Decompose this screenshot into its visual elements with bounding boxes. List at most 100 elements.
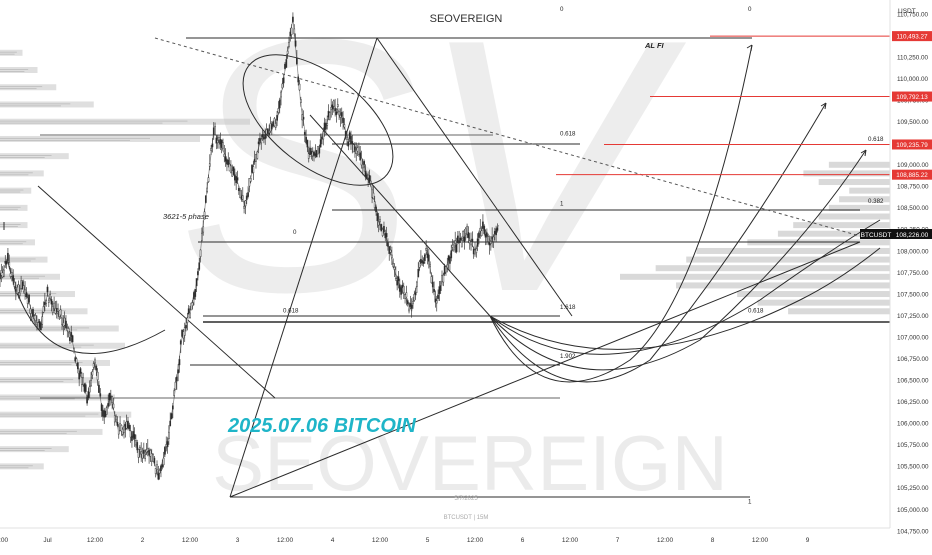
candle-body (453, 244, 455, 251)
red-price-tag (892, 91, 932, 102)
candle-body (361, 163, 364, 169)
profile-bar-left (0, 239, 35, 246)
candle-body (331, 104, 334, 110)
candle-body (129, 430, 132, 438)
candle-body (33, 315, 36, 320)
candle-body (491, 236, 494, 240)
candle-body (301, 114, 304, 121)
profile-bar-left (0, 463, 44, 470)
candle-body (286, 50, 289, 55)
candle-body (367, 174, 369, 179)
candle-body (17, 284, 20, 293)
candle-body (82, 377, 84, 385)
candle-body (339, 115, 342, 118)
x-tick-labels: 0012:00Jul12:00212:00312:00412:00512:006… (0, 537, 810, 544)
candle-body (203, 211, 206, 220)
phase-label: 3621-5 phase (163, 212, 209, 221)
fib-label: 1.902 (560, 353, 576, 360)
candle-body (141, 452, 144, 459)
profile-bar-left-line (0, 191, 21, 193)
candle-body (173, 390, 176, 396)
candle-body (348, 132, 351, 139)
profile-bar-left-line (0, 413, 99, 415)
candle-body (183, 327, 186, 336)
y-tick-label: 110,000.00 (897, 76, 929, 83)
candle-body (214, 126, 216, 135)
watermark-monogram: SV (178, 0, 688, 367)
candle-body (185, 324, 187, 329)
candle-body (145, 449, 148, 453)
currency-label: USDT (898, 8, 916, 15)
profile-bar-left-line (0, 226, 18, 227)
candle-body (277, 108, 280, 113)
candle-body (8, 261, 11, 267)
candle-body (34, 315, 37, 321)
candle-body (215, 137, 218, 144)
candle-body (472, 248, 475, 255)
x-tick-label: 12:00 (372, 537, 389, 544)
candle-body (409, 303, 412, 307)
candle-body (400, 287, 402, 295)
candle-body (340, 112, 343, 117)
fib-labels: 0 0.618 1 0 0.618 1.618 1.902 1 0 0.618 0.382 0.618 (283, 6, 884, 506)
profile-bar-left (0, 222, 28, 229)
candle-body (420, 258, 422, 263)
candle-body (53, 302, 55, 310)
candle-body (313, 151, 315, 156)
x-tick-label: 4 (331, 537, 335, 544)
profile-bar-left (0, 342, 125, 349)
candle-body (311, 151, 314, 157)
candle-body (186, 317, 189, 323)
candle-body (45, 300, 48, 304)
candle-body (191, 302, 194, 307)
candle-body (410, 304, 413, 309)
candle-body (251, 164, 253, 173)
candle-body (274, 123, 277, 128)
candle-body (160, 465, 162, 472)
candle-body (158, 470, 161, 474)
profile-bar-right (803, 170, 890, 177)
candle-body (332, 100, 335, 107)
candle-body (113, 415, 116, 423)
candle-body (406, 300, 409, 305)
candle-body (455, 244, 458, 253)
candle-body (416, 281, 418, 287)
profile-bar-left (0, 187, 32, 194)
candle-body (355, 149, 358, 154)
candle-body (327, 110, 330, 118)
profile-bar-left-line (0, 430, 77, 432)
candle-body (228, 163, 231, 172)
candle-body (297, 76, 300, 83)
candle-body (249, 177, 252, 182)
candle-body (22, 285, 25, 292)
candle-body (478, 232, 480, 238)
volume-profile-left (0, 49, 250, 470)
candle-body (442, 274, 445, 283)
candle-body (278, 99, 281, 109)
candle-body (128, 424, 131, 430)
candle-body (259, 137, 261, 142)
candle-body (413, 293, 416, 301)
candle-body (16, 286, 19, 294)
x-tick-label: 3 (236, 537, 240, 544)
candle-body (305, 136, 307, 144)
candle-body (220, 139, 223, 148)
candle-body (412, 301, 414, 304)
candle-body (0, 270, 3, 276)
candle-body (456, 235, 459, 244)
candle-body (59, 309, 62, 316)
candle-body (7, 252, 9, 261)
profile-bar-left (0, 325, 119, 332)
profile-bar-left-line (0, 258, 36, 260)
candle-body (187, 308, 190, 315)
profile-bar-right (737, 291, 890, 298)
candle-body (20, 280, 22, 289)
candle-body (168, 431, 170, 439)
candle-body (14, 288, 17, 292)
candle-body (342, 117, 344, 124)
candle-body (65, 320, 67, 329)
candle-body (338, 111, 340, 116)
candle-body (208, 163, 211, 167)
